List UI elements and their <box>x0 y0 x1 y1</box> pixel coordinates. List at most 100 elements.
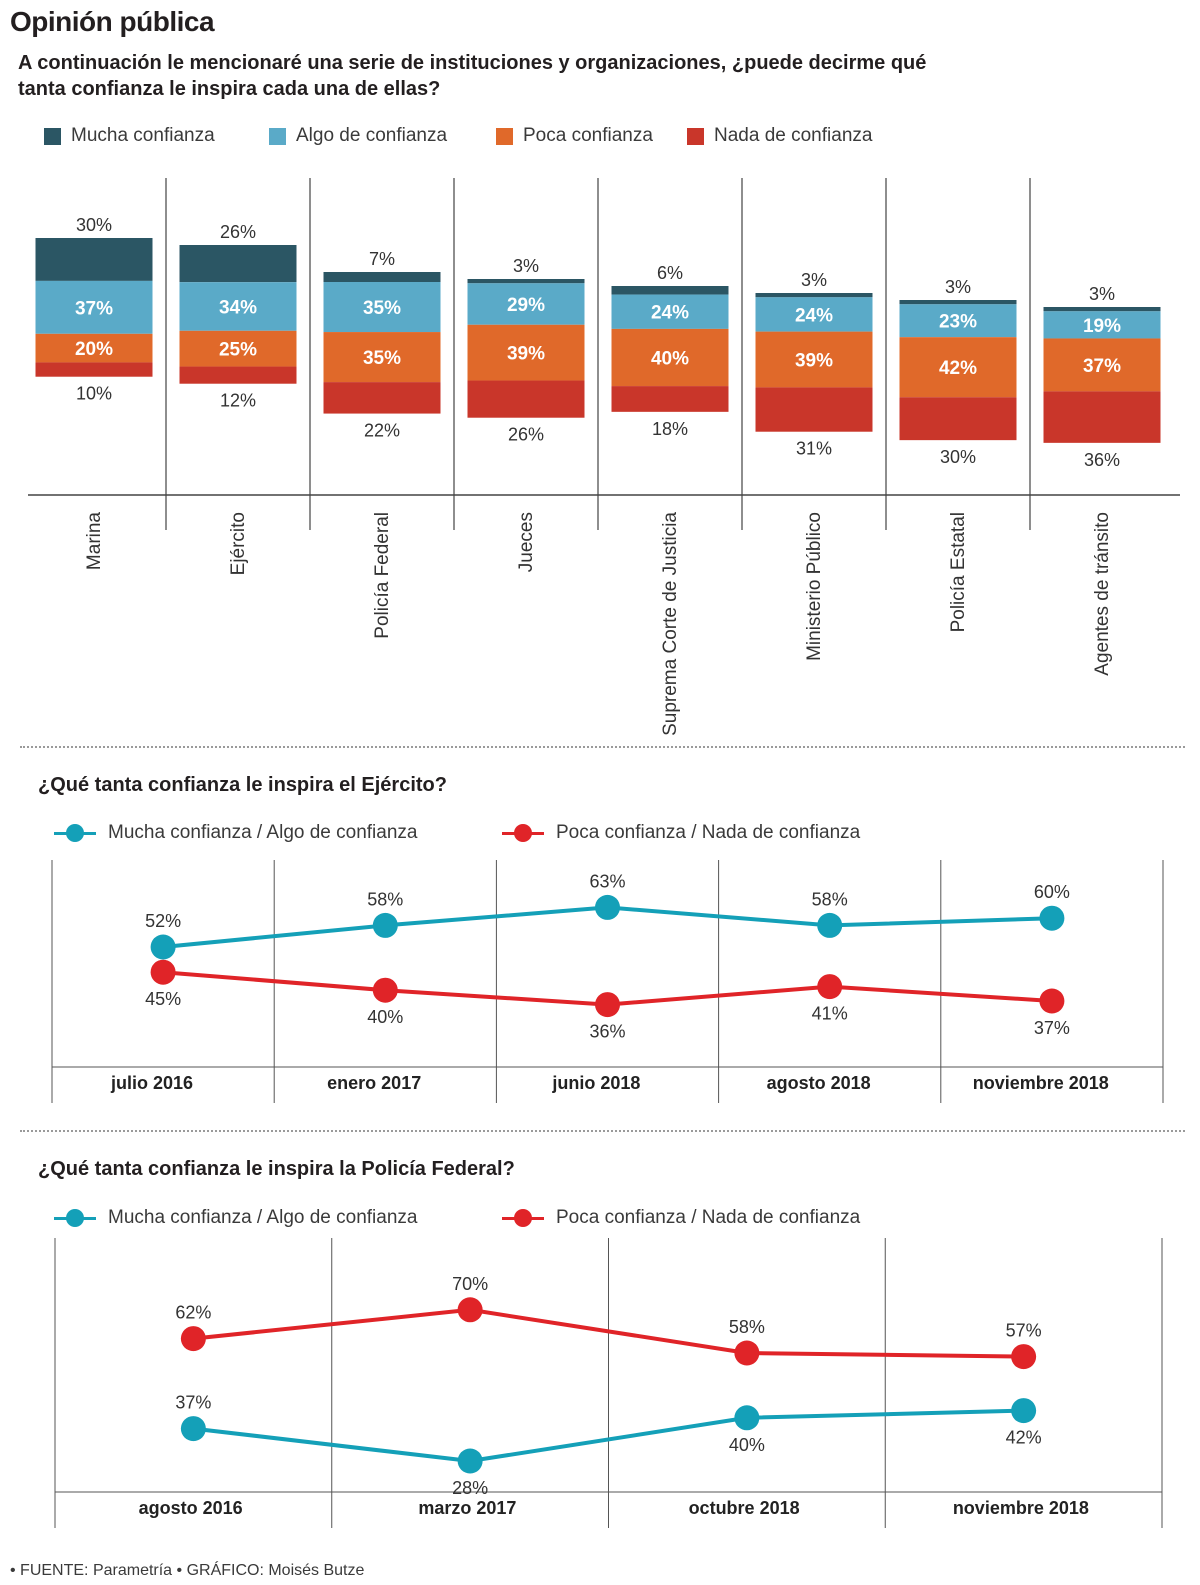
data-label: 26% <box>508 425 544 445</box>
data-label: 40% <box>367 1007 403 1027</box>
data-label: 34% <box>219 297 257 318</box>
bar-segment <box>179 330 297 367</box>
data-label: 62% <box>175 1303 211 1323</box>
bar-segment <box>899 337 1017 398</box>
legend-label-nada: Nada de confianza <box>714 125 873 146</box>
data-point <box>372 912 398 938</box>
data-point <box>1011 1344 1037 1370</box>
legend-item-negative: Poca confianza / Nada de confianza <box>502 1207 860 1229</box>
category-label: Ministerio Público <box>804 512 825 661</box>
legend-item-poca: Poca confianza <box>496 125 687 147</box>
bar-segment <box>35 238 153 281</box>
data-label: 36% <box>1084 450 1120 470</box>
data-label: 39% <box>795 350 833 371</box>
data-label: 24% <box>795 305 833 326</box>
data-label: 58% <box>367 889 403 909</box>
bar-legend: Mucha confianza Algo de confianza Poca c… <box>44 125 872 147</box>
data-point <box>1011 1398 1037 1424</box>
data-label: 35% <box>363 348 401 369</box>
data-point <box>150 959 176 985</box>
legend-label-negative: Poca confianza / Nada de confianza <box>556 822 861 843</box>
data-label: 23% <box>939 312 977 333</box>
category-label: Marina <box>84 512 105 571</box>
bar-segment <box>179 366 297 384</box>
legend-item-mucha: Mucha confianza <box>44 125 269 147</box>
data-label: 42% <box>939 358 977 379</box>
data-label: 22% <box>364 421 400 441</box>
data-label: 25% <box>219 340 257 361</box>
data-point <box>457 1297 483 1323</box>
data-label: 28% <box>452 1478 488 1498</box>
bar-segment <box>755 297 873 332</box>
bar-segment <box>755 293 873 298</box>
bar-segment <box>323 272 441 283</box>
bar-segment <box>611 386 729 412</box>
category-label: Policía Federal <box>372 512 393 639</box>
data-label: 31% <box>796 439 832 459</box>
data-label: 3% <box>1089 284 1115 304</box>
stacked-bar-chart: 30% 37% 20% 10% Marina 26% 34% 25% 12% Ejército 7%… <box>28 178 1180 736</box>
legend-label-positive: Mucha confianza / Algo de confianza <box>108 1207 418 1228</box>
category-label: Agentes de tránsito <box>1092 512 1113 676</box>
data-label: 3% <box>513 256 539 276</box>
data-label: 58% <box>729 1317 765 1337</box>
data-label: 19% <box>1083 316 1121 337</box>
chart-subtitle: A continuación le mencionaré una serie d… <box>18 52 927 100</box>
bar-segment <box>35 362 153 377</box>
series-line <box>193 1307 1024 1359</box>
x-tick-label: agosto 2018 <box>767 1073 871 1093</box>
data-label: 40% <box>729 1435 765 1455</box>
bar-segment <box>611 286 729 295</box>
bar-segment <box>323 282 441 333</box>
series-line <box>193 1408 1024 1464</box>
data-label: 18% <box>652 419 688 439</box>
data-label: 37% <box>1083 356 1121 377</box>
data-point <box>150 934 176 960</box>
bar-segment <box>1043 311 1161 339</box>
x-tick-label: marzo 2017 <box>418 1498 516 1518</box>
x-tick-label: agosto 2016 <box>139 1498 243 1518</box>
category-label: Ejército <box>228 512 249 575</box>
data-label: 39% <box>507 344 545 365</box>
data-point <box>595 992 620 1018</box>
legend-marker-positive <box>54 824 96 842</box>
data-label: 3% <box>945 277 971 297</box>
bar-segment <box>899 304 1017 338</box>
legend-label-algo: Algo de confianza <box>296 125 448 146</box>
data-label: 36% <box>589 1022 625 1042</box>
bar-segment <box>467 324 585 381</box>
data-point <box>734 1340 760 1366</box>
data-label: 3% <box>801 270 827 290</box>
data-label: 42% <box>1006 1428 1042 1448</box>
bar-segment <box>467 283 585 325</box>
data-label: 37% <box>1034 1018 1070 1038</box>
data-label: 30% <box>76 215 112 235</box>
data-label: 35% <box>363 298 401 319</box>
legend-label-negative: Poca confianza / Nada de confianza <box>556 1207 861 1228</box>
data-label: 70% <box>452 1274 488 1294</box>
ejercito-legend: Mucha confianza / Algo de confianza Poca… <box>54 822 860 844</box>
data-label: 45% <box>145 989 181 1009</box>
data-label: 12% <box>220 391 256 411</box>
data-label: 10% <box>76 384 112 404</box>
bar-segment <box>899 300 1017 305</box>
data-label: 30% <box>940 447 976 467</box>
legend-item-negative: Poca confianza / Nada de confianza <box>502 822 860 844</box>
data-point <box>372 977 398 1003</box>
bar-segment <box>179 245 297 283</box>
footer-credits: • FUENTE: Parametría • GRÁFICO: Moisés B… <box>10 1562 365 1579</box>
data-label: 37% <box>175 1393 211 1413</box>
data-label: 37% <box>75 298 113 319</box>
legend-swatch-poca <box>496 127 513 145</box>
legend-marker-negative <box>502 1209 544 1227</box>
data-point <box>734 1405 760 1431</box>
legend-swatch-mucha <box>44 127 61 145</box>
bar-segment <box>611 294 729 329</box>
data-point <box>457 1448 483 1474</box>
section-divider <box>20 1130 1185 1132</box>
data-label: 63% <box>589 871 625 891</box>
data-point <box>817 912 843 938</box>
legend-item-nada: Nada de confianza <box>687 125 872 147</box>
legend-item-positive: Mucha confianza / Algo de confianza <box>54 822 502 844</box>
